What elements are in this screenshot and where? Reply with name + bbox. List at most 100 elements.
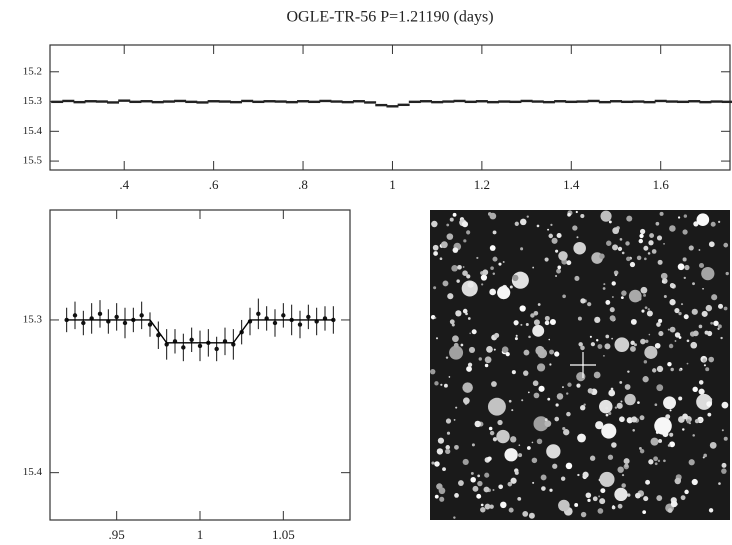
star xyxy=(654,403,658,407)
y-tick-label: 15.4 xyxy=(23,125,43,137)
star xyxy=(489,504,494,509)
star xyxy=(706,401,712,407)
star xyxy=(466,274,471,279)
star xyxy=(453,342,459,348)
star xyxy=(705,304,713,312)
star xyxy=(625,241,630,246)
star xyxy=(718,303,724,309)
x-tick-label: 1.05 xyxy=(272,527,295,542)
star xyxy=(549,363,552,366)
star xyxy=(723,242,729,248)
point xyxy=(162,100,175,103)
point xyxy=(677,100,690,104)
star xyxy=(549,318,556,325)
point xyxy=(453,99,466,103)
star xyxy=(721,401,729,409)
star xyxy=(638,446,642,450)
star xyxy=(532,324,545,337)
point xyxy=(272,320,278,326)
star xyxy=(546,444,561,459)
point xyxy=(306,314,311,320)
star xyxy=(692,434,695,437)
star xyxy=(643,496,649,502)
star xyxy=(555,249,559,253)
point xyxy=(174,99,187,103)
star xyxy=(565,462,573,470)
star xyxy=(602,287,606,290)
star xyxy=(659,211,664,216)
star xyxy=(678,396,683,401)
star xyxy=(556,393,564,400)
star xyxy=(708,508,714,513)
star xyxy=(633,343,637,347)
star xyxy=(470,471,474,475)
star xyxy=(521,399,524,402)
point xyxy=(654,99,667,103)
star xyxy=(683,276,686,280)
star xyxy=(572,225,578,231)
star xyxy=(609,315,616,321)
star xyxy=(626,215,633,222)
star xyxy=(663,459,666,463)
point xyxy=(554,100,567,103)
star xyxy=(621,290,627,296)
point xyxy=(475,100,488,103)
star xyxy=(682,428,685,431)
star xyxy=(669,225,676,232)
star xyxy=(453,516,456,519)
star xyxy=(627,370,630,373)
star xyxy=(674,477,681,485)
star xyxy=(645,339,649,343)
star xyxy=(663,294,667,298)
star xyxy=(501,346,509,353)
point xyxy=(147,322,153,327)
star xyxy=(470,477,476,483)
star xyxy=(484,363,489,368)
star xyxy=(663,396,677,410)
star xyxy=(658,331,664,337)
star xyxy=(631,416,638,423)
star xyxy=(518,444,521,446)
star xyxy=(612,227,620,235)
model-line xyxy=(66,319,334,344)
star xyxy=(607,454,614,460)
plot-frame xyxy=(49,209,351,521)
point xyxy=(643,100,656,104)
star xyxy=(436,448,444,455)
star xyxy=(635,492,641,499)
star xyxy=(628,289,642,303)
star xyxy=(526,215,529,218)
point xyxy=(364,101,377,104)
star xyxy=(497,419,503,426)
point xyxy=(397,103,410,107)
star xyxy=(613,270,619,276)
star xyxy=(641,309,645,313)
star xyxy=(606,240,612,246)
star xyxy=(576,384,579,387)
star xyxy=(617,246,623,252)
star xyxy=(533,310,539,316)
star xyxy=(439,496,445,502)
star xyxy=(500,501,507,509)
star xyxy=(674,340,677,342)
star xyxy=(528,335,531,339)
point xyxy=(319,99,332,103)
point xyxy=(118,99,131,102)
star xyxy=(510,477,517,484)
star xyxy=(639,233,644,239)
star xyxy=(694,419,700,424)
star xyxy=(511,370,516,375)
star xyxy=(600,210,612,222)
star xyxy=(457,480,464,486)
star xyxy=(725,271,729,276)
star xyxy=(527,391,530,394)
x-tick-label: .95 xyxy=(109,527,125,542)
star xyxy=(535,345,545,356)
star xyxy=(562,294,566,299)
star xyxy=(580,511,587,518)
star xyxy=(587,498,591,503)
star xyxy=(484,472,490,478)
star xyxy=(567,382,572,387)
star xyxy=(523,349,530,356)
star xyxy=(684,264,690,271)
